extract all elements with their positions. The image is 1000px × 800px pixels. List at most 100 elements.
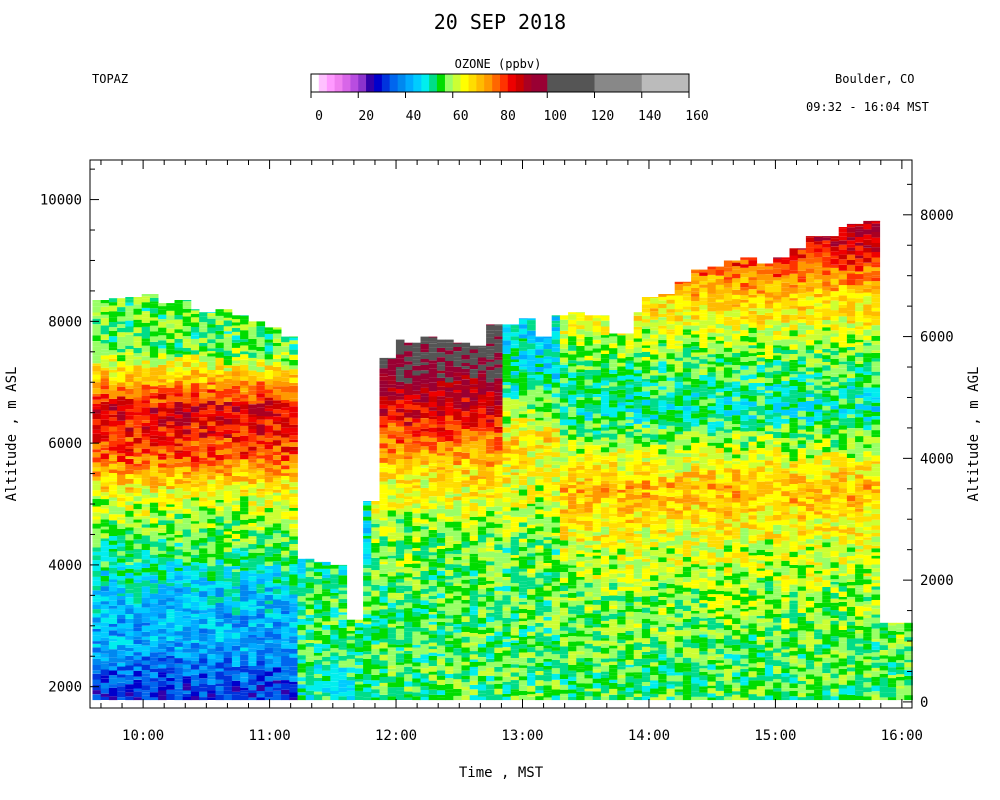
colorbar-bin-11 (397, 74, 406, 92)
ozone-cell (199, 346, 208, 352)
ozone-cell (486, 466, 495, 472)
ozone-cell (412, 479, 421, 483)
ozone-cell (461, 612, 471, 617)
ozone-cell (486, 501, 495, 507)
ozone-cell (158, 489, 167, 493)
ozone-cell (436, 621, 446, 626)
ozone-cell (477, 547, 487, 553)
ozone-cell (215, 381, 225, 386)
ozone-cell (551, 335, 561, 340)
ozone-cell (256, 440, 266, 445)
ozone-cell (420, 352, 430, 355)
ozone-cell (108, 684, 118, 688)
ozone-cell (404, 686, 413, 692)
ozone-cell (535, 622, 544, 627)
ozone-cell (510, 551, 520, 556)
ozone-cell (108, 579, 118, 583)
ozone-cell (100, 661, 110, 664)
ozone-cell (199, 316, 208, 323)
ozone-cell (182, 615, 192, 619)
ozone-cell (445, 593, 454, 599)
ozone-cell (436, 526, 446, 533)
ozone-cell (133, 682, 143, 689)
ozone-cell (502, 563, 512, 569)
ozone-cell (199, 448, 208, 453)
ozone-cell (133, 569, 143, 573)
ozone-cell (256, 497, 266, 504)
ozone-cell (166, 582, 175, 587)
ozone-cell (207, 553, 216, 558)
ozone-cell (100, 632, 110, 638)
ozone-cell (363, 601, 372, 607)
ozone-cell (231, 586, 241, 589)
ozone-cell (502, 586, 512, 592)
ozone-cell (518, 556, 528, 560)
ozone-cell (240, 590, 249, 597)
ozone-cell (445, 366, 454, 372)
ozone-cell (330, 668, 339, 674)
ozone-cell (264, 544, 274, 547)
ozone-cell (543, 665, 553, 670)
ozone-cell (494, 498, 503, 503)
ozone-cell (436, 629, 446, 635)
ozone-cell (264, 460, 274, 464)
ozone-cell (158, 321, 167, 328)
ozone-cell (149, 308, 159, 314)
ozone-cell (494, 436, 503, 442)
ozone-cell (494, 597, 503, 601)
colorbar-bin-9 (381, 74, 391, 92)
ozone-cell (297, 630, 307, 636)
ozone-cell (108, 358, 118, 362)
ozone-cell (527, 676, 536, 681)
ozone-cell (133, 478, 143, 484)
ozone-cell (223, 538, 233, 543)
ozone-cell (117, 670, 126, 675)
ozone-cell (592, 555, 602, 559)
ozone-cell (461, 416, 471, 420)
ozone-cell (379, 602, 389, 606)
ozone-cell (100, 367, 110, 371)
ozone-cell (469, 540, 479, 546)
ozone-cell (330, 592, 339, 596)
ozone-cell (297, 618, 307, 625)
ozone-cell (461, 379, 471, 386)
ozone-cell (379, 551, 389, 557)
ozone-cell (207, 425, 216, 431)
ozone-cell (248, 501, 257, 506)
ozone-cell (125, 564, 134, 569)
ozone-cell (510, 436, 520, 440)
ozone-cell (117, 400, 126, 406)
ozone-cell (510, 375, 520, 379)
ozone-cell (559, 548, 569, 553)
ozone-cell (412, 525, 421, 532)
ozone-cell (133, 400, 143, 407)
ozone-cell (404, 370, 413, 376)
ozone-cell (166, 528, 175, 534)
ozone-cell (477, 470, 487, 477)
ozone-cell (510, 536, 520, 540)
ozone-cell (182, 676, 192, 679)
ozone-cell (182, 487, 192, 492)
ozone-cell (379, 431, 389, 435)
ozone-cell (568, 363, 577, 367)
ozone-cell (486, 354, 495, 357)
ozone-cell (420, 344, 430, 350)
ozone-cell (190, 565, 200, 571)
ozone-cell (527, 619, 536, 623)
ozone-cell (395, 483, 405, 488)
ozone-cell (158, 345, 167, 349)
ozone-cell (412, 443, 421, 449)
ozone-cell (420, 561, 430, 567)
ozone-cell (289, 427, 298, 433)
ozone-cell (207, 527, 216, 532)
ozone-cell (502, 511, 512, 516)
ozone-cell (551, 447, 561, 453)
ozone-cell (535, 336, 544, 338)
ozone-cell (412, 621, 421, 628)
ozone-cell (240, 606, 249, 610)
ozone-cell (289, 590, 298, 595)
ozone-cell (543, 624, 553, 628)
ozone-cell (535, 355, 544, 358)
ozone-cell (149, 630, 159, 636)
ozone-cell (231, 601, 241, 608)
